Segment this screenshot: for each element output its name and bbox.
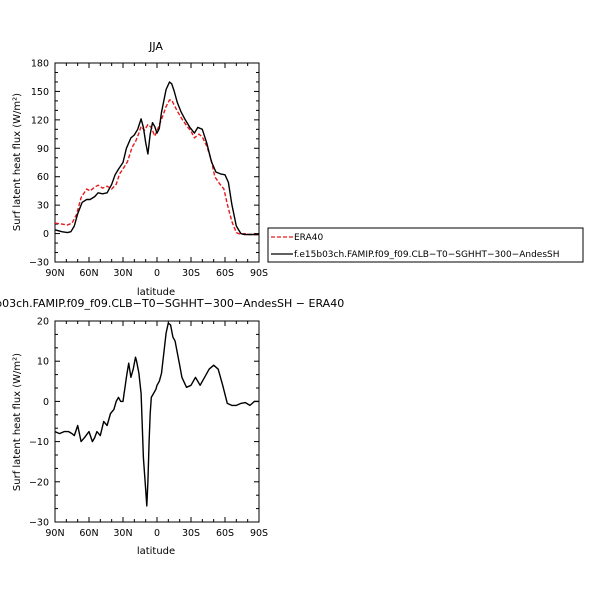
x-tick-label: 30N (113, 268, 132, 279)
legend-box (267, 227, 584, 263)
x-tick-label: 30N (113, 528, 132, 539)
y-tick-label: −10 (29, 437, 49, 448)
x-tick-label: 0 (154, 528, 160, 539)
bottom-panel: f.e15b03ch.FAMIP.f09_f09.CLB−T0−SGHHT−30… (0, 297, 344, 557)
x-tick-label: 60S (216, 268, 234, 279)
y-axis-label: Surf latent heat flux (W/m²) (12, 93, 23, 231)
x-tick-label: 0 (154, 268, 160, 279)
y-tick-label: 30 (37, 201, 49, 212)
legend-label-era40: ERA40 (294, 233, 323, 243)
x-tick-label: 60N (79, 528, 98, 539)
x-axis-label: latitude (137, 287, 175, 298)
y-tick-label: 60 (37, 172, 49, 183)
series-lines (54, 322, 259, 507)
y-tick-label: 120 (31, 115, 49, 126)
legend-label-model: f.e15b03ch.FAMIP.f09_f09.CLB−T0−SGHHT−30… (294, 250, 560, 260)
y-tick-label: −20 (29, 477, 49, 488)
y-tick-labels: −30 −20 −10 0 10 20 (29, 317, 49, 529)
series-line-era40 (54, 99, 259, 236)
x-tick-label: 60N (79, 268, 98, 279)
series-line-model (54, 81, 259, 236)
x-tick-label: 90N (45, 528, 64, 539)
series-lines (54, 81, 259, 236)
y-tick-label: −30 (29, 518, 49, 529)
x-tick-label: 30S (182, 528, 200, 539)
y-tick-label: −30 (29, 258, 49, 269)
x-tick-label: 90N (45, 268, 64, 279)
x-tick-label: 90S (250, 528, 268, 539)
series-line-difference (54, 322, 259, 507)
x-tick-label: 60S (216, 528, 234, 539)
y-tick-label: 90 (37, 144, 49, 155)
y-tick-label: 150 (31, 87, 49, 98)
y-tick-labels: −30 0 30 60 90 120 150 180 (29, 59, 49, 269)
x-axis-label: latitude (137, 546, 175, 557)
x-tick-label: 30S (182, 268, 200, 279)
difference-chart-title: f.e15b03ch.FAMIP.f09_f09.CLB−T0−SGHHT−30… (0, 297, 344, 310)
y-axis-label: Surf latent heat flux (W/m²) (12, 353, 23, 491)
legend: ERA40 f.e15b03ch.FAMIP.f09_f09.CLB−T0−SG… (267, 227, 584, 263)
y-tick-label: 10 (37, 357, 49, 368)
plot-frame (54, 62, 260, 263)
y-tick-label: 0 (43, 229, 49, 240)
x-tick-labels: 90N 60N 30N 0 30S 60S 90S (45, 268, 268, 279)
top-panel: JJA −30 0 30 60 90 120 150 180 90N 60N 30N 0 30S 60S… (12, 40, 268, 298)
tick-marks (54, 62, 260, 263)
x-tick-labels: 90N 60N 30N 0 30S 60S 90S (45, 528, 268, 539)
y-tick-label: 20 (37, 317, 49, 328)
plot-frame (54, 320, 260, 523)
tick-marks (54, 320, 260, 523)
y-tick-label: 180 (31, 59, 49, 70)
x-tick-label: 90S (250, 268, 268, 279)
chart-title: JJA (148, 40, 163, 53)
y-tick-label: 0 (43, 397, 49, 408)
